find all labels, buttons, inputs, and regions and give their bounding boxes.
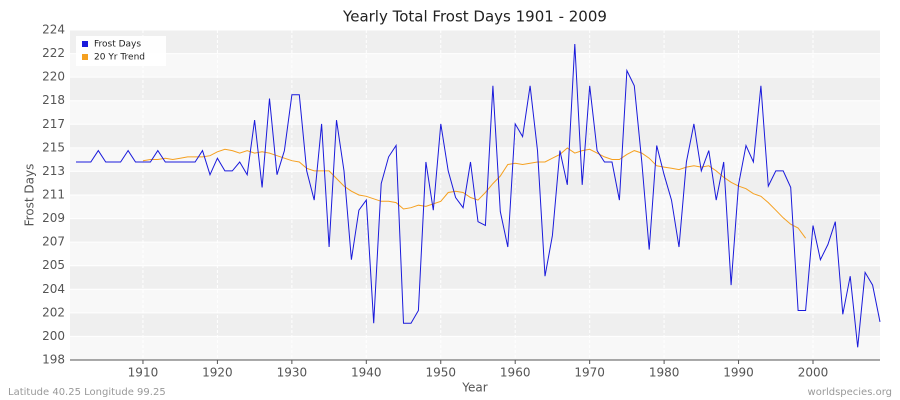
x-tick-label: 1920: [202, 366, 233, 380]
y-tick-label: 217: [42, 117, 65, 131]
legend-swatch: [82, 54, 88, 60]
y-tick-label: 207: [42, 235, 65, 249]
y-tick-label: 198: [42, 353, 65, 367]
chart-title: Yearly Total Frost Days 1901 - 2009: [342, 8, 607, 26]
legend-box: [76, 36, 166, 66]
y-tick-label: 211: [42, 188, 65, 202]
y-tick-label: 220: [42, 70, 65, 84]
x-tick-label: 1930: [277, 366, 308, 380]
legend-label: 20 Yr Trend: [94, 53, 145, 63]
y-tick-label: 215: [42, 140, 65, 154]
legend-swatch: [82, 41, 88, 47]
x-axis-label: Year: [461, 381, 487, 395]
x-tick-label: 1950: [425, 366, 456, 380]
y-tick-label: 202: [42, 305, 65, 319]
y-axis-label: Frost Days: [23, 164, 37, 227]
y-tick-label: 205: [42, 258, 65, 272]
x-tick-label: 1990: [723, 366, 754, 380]
y-tick-label: 204: [42, 282, 65, 296]
grid-band: [70, 218, 880, 243]
footer-right: worldspecies.org: [808, 387, 892, 398]
grid-band: [70, 124, 880, 148]
legend-label: Frost Days: [94, 40, 141, 50]
grid-band: [70, 77, 880, 101]
x-tick-label: 1940: [351, 366, 382, 380]
x-tick-label: 1980: [649, 366, 680, 380]
data-line: [76, 43, 881, 348]
x-tick-label: 1910: [128, 366, 159, 380]
grid-band: [70, 312, 880, 337]
footer-left: Latitude 40.25 Longitude 99.25: [8, 387, 166, 398]
y-tick-label: 200: [42, 329, 65, 343]
grid-band: [70, 265, 880, 290]
y-tick-label: 224: [42, 23, 65, 37]
x-tick-label: 2000: [798, 366, 829, 380]
data-line: [142, 147, 807, 239]
y-tick-label: 209: [42, 211, 65, 225]
y-tick-label: 218: [42, 93, 65, 107]
x-tick-label: 1960: [500, 366, 531, 380]
y-tick-label: 222: [42, 46, 65, 60]
y-tick-label: 213: [42, 164, 65, 178]
x-tick-label: 1970: [574, 366, 605, 380]
grid-band: [70, 171, 880, 195]
grid-band: [70, 30, 880, 54]
